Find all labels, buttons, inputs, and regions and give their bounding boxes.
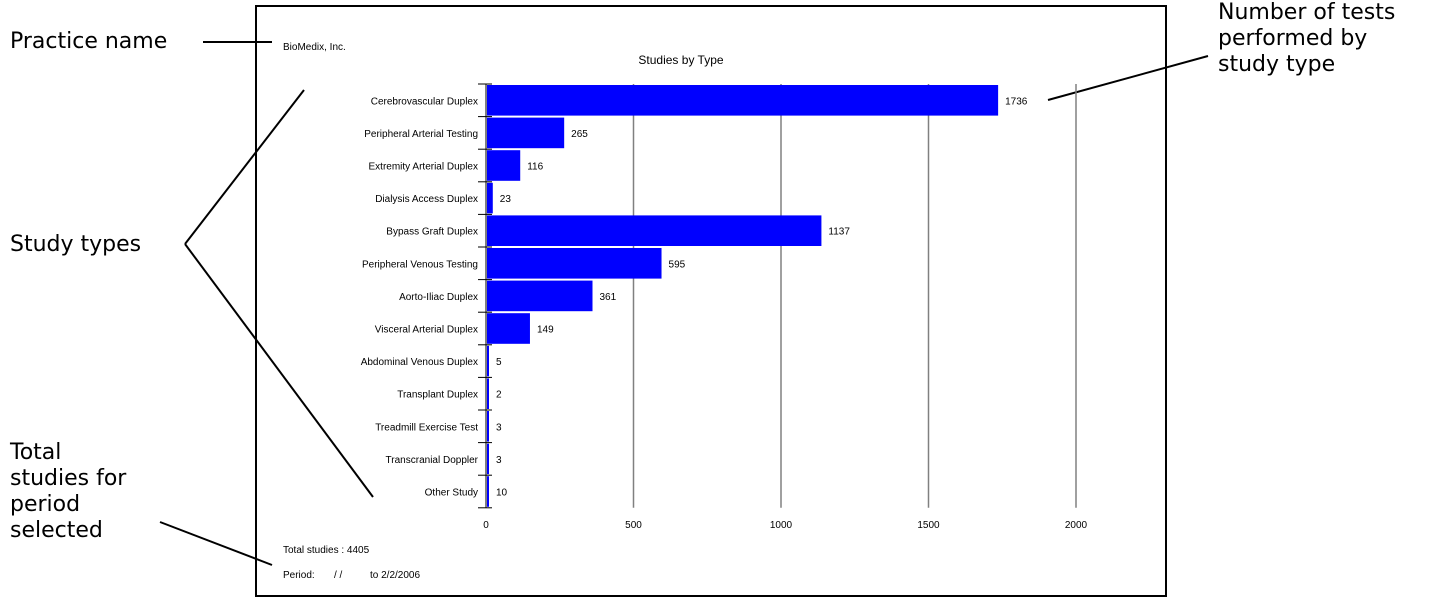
category-label: Extremity Arterial Duplex (369, 162, 478, 173)
bar (487, 411, 489, 442)
category-label: Treadmill Exercise Test (375, 422, 478, 433)
total-studies: Total studies : 4405 (283, 545, 370, 556)
category-label: Cerebrovascular Duplex (371, 96, 478, 107)
total-studies-callout: Total studies for period selected (10, 440, 127, 543)
bar (487, 280, 593, 312)
period-end: to 2/2/2006 (370, 570, 420, 581)
bar (487, 85, 999, 116)
value-label: 595 (669, 259, 686, 270)
period-start: / / (334, 570, 343, 581)
category-label: Transplant Duplex (397, 390, 478, 401)
category-label: Dialysis Access Duplex (375, 194, 478, 205)
bar (487, 476, 489, 507)
period-label: Period: (283, 570, 315, 581)
value-label: 361 (599, 292, 616, 303)
value-label: 3 (496, 422, 502, 433)
x-tick-label: 500 (625, 520, 642, 531)
x-tick-label: 0 (483, 520, 489, 531)
value-label: 149 (537, 325, 554, 336)
bar (487, 117, 565, 149)
bar (487, 345, 489, 377)
category-label: Peripheral Venous Testing (362, 259, 478, 270)
total-studies-leader (159, 521, 273, 566)
bar (487, 182, 493, 214)
x-tick-label: 1500 (917, 520, 940, 531)
report-frame (255, 5, 1167, 597)
bar (487, 215, 822, 246)
category-label: Abdominal Venous Duplex (361, 357, 478, 368)
value-label: 10 (496, 488, 508, 499)
category-label: Visceral Arterial Duplex (375, 325, 478, 336)
category-label: Peripheral Arterial Testing (364, 129, 478, 140)
value-label: 5 (496, 357, 502, 368)
x-tick-label: 1000 (770, 520, 793, 531)
bar (487, 248, 662, 279)
value-label: 1137 (828, 227, 850, 238)
value-label: 23 (500, 194, 512, 205)
value-label: 265 (571, 129, 588, 140)
bar (487, 378, 489, 409)
practice-name: BioMedix, Inc. (283, 42, 346, 53)
category-label: Transcranial Doppler (386, 455, 479, 466)
category-label: Bypass Graft Duplex (386, 227, 478, 238)
plot-area: 0 500 1000 1500 2000 Cerebrovascular Duplex 17… (361, 83, 1088, 531)
study-types-leader-top (184, 89, 305, 245)
value-label: 1736 (1005, 96, 1028, 107)
bar (487, 313, 530, 344)
category-label: Aorto-Iliac Duplex (399, 292, 478, 303)
x-tick-label: 2000 (1065, 520, 1088, 531)
value-label: 3 (496, 455, 502, 466)
bar (487, 150, 521, 181)
tests-leader (1047, 55, 1209, 101)
study-types-leader-bottom (184, 243, 374, 498)
value-label: 2 (496, 390, 502, 401)
bar (487, 443, 489, 475)
chart-title: Studies by Type (638, 53, 723, 67)
study-types-callout: Study types (10, 232, 142, 257)
tests-callout: Number of tests performed by study type (1218, 0, 1396, 77)
category-label: Other Study (425, 488, 478, 499)
practice-name-callout: Practice name (10, 29, 168, 54)
value-label: 116 (527, 162, 543, 173)
